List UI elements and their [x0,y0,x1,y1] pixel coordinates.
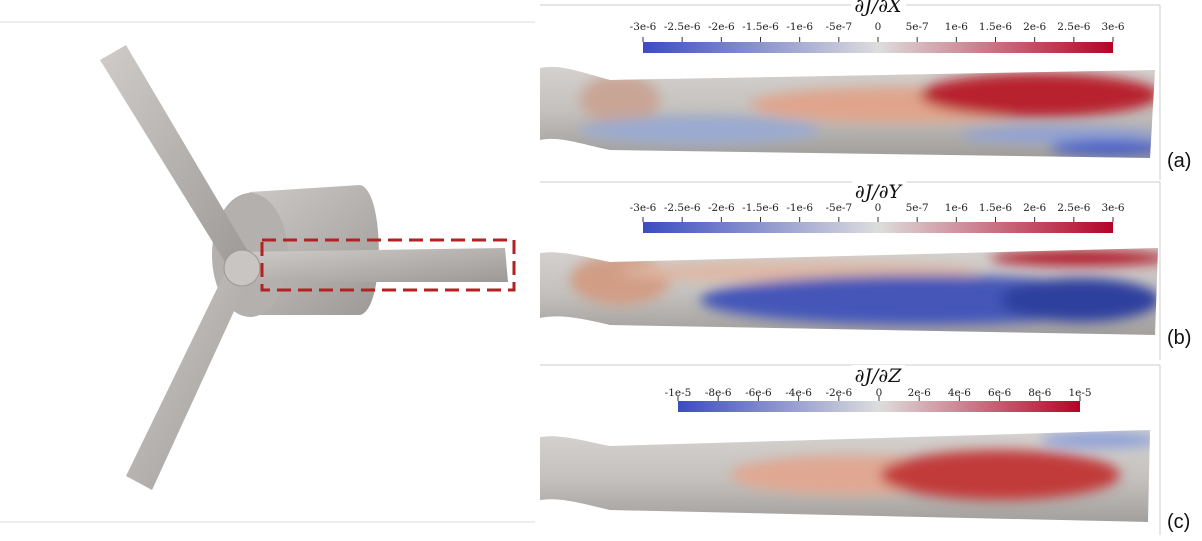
colorbar-tick-label: 1e-6 [945,21,968,33]
colorbar-tick-label: 2.5e-6 [1057,21,1090,33]
colorbar-tick-label: 4e-6 [948,387,971,399]
colorbar [643,222,1113,233]
panel-label: (b) [1167,327,1191,349]
colorbar-tick-label: 1.5e-6 [979,202,1012,214]
blade-c [540,428,1160,528]
colorbar-tick-label: -5e-7 [825,202,852,214]
colorbar [678,401,1080,412]
turbine-render [0,22,535,522]
colorbar-tick-label: 3e-6 [1101,21,1124,33]
colorbar-tick-label: 0 [875,21,882,33]
colorbar-tick-label: -2e-6 [708,21,735,33]
colorbar-tick-label: -5e-7 [825,21,852,33]
panel-title: ∂J/∂X [854,0,903,17]
colorbar-tick-label: 3e-6 [1101,202,1124,214]
colorbar-tick-label: 2e-6 [1023,21,1046,33]
colorbar-tick-label: -2.5e-6 [664,21,701,33]
blade-a [540,60,1170,160]
colorbar-tick-label: 1e-6 [945,202,968,214]
blade-b [540,245,1170,340]
colorbar-tick-label: 0 [876,387,883,399]
colorbar-tick-label: 2.5e-6 [1057,202,1090,214]
figure: (a) (b) (c) ∂J/∂X -3e-6 -2.5e-6 -2e-6 -1.5e-… [0,0,1202,541]
colorbar-tick-label: -4e-6 [785,387,812,399]
colorbar-tick-label: 0 [875,202,882,214]
colorbar-tick-label: 6e-6 [988,387,1011,399]
colorbar-tick-label: -2e-6 [825,387,852,399]
colorbar-tick-label: -1.5e-6 [742,202,779,214]
colorbar-tick-label: 1e-5 [1068,387,1091,399]
colorbar-tick-label: 2e-6 [908,387,931,399]
colorbar-tick-label: 1.5e-6 [979,21,1012,33]
colorbar-tick-label: -1e-5 [665,387,692,399]
colorbar-tick-label: -1.5e-6 [742,21,779,33]
panel-title: ∂J/∂Z [855,365,903,387]
panel-title: ∂J/∂Y [855,181,904,203]
colorbar-tick-label: -2e-6 [708,202,735,214]
panel-label: (c) [1167,511,1190,533]
panel-label: (a) [1167,150,1191,172]
colorbar-tick-label: 2e-6 [1023,202,1046,214]
colorbar-tick-label: 8e-6 [1028,387,1051,399]
colorbar-tick-label: -3e-6 [630,202,657,214]
colorbar-tick-label: -8e-6 [705,387,732,399]
colorbar-tick-label: -1e-6 [786,21,813,33]
colorbar [643,42,1113,53]
colorbar-tick-label: -6e-6 [745,387,772,399]
colorbar-tick-label: 5e-7 [906,21,929,33]
colorbar-tick-label: -3e-6 [630,21,657,33]
colorbar-tick-label: -1e-6 [786,202,813,214]
colorbar-tick-label: -2.5e-6 [664,202,701,214]
colorbar-tick-label: 5e-7 [906,202,929,214]
